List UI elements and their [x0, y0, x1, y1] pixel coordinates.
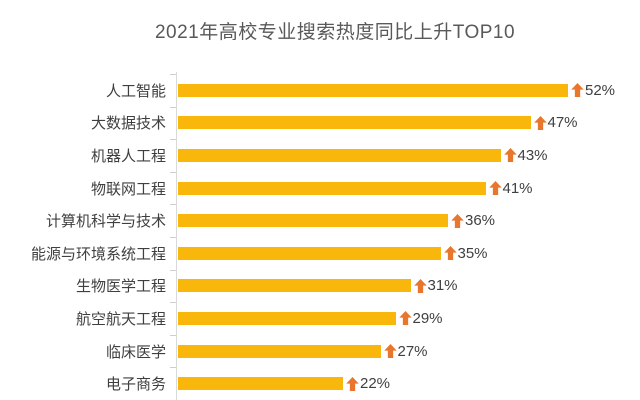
category-label: 机器人工程: [90, 147, 166, 165]
chart-title: 2021年高校专业搜索热度同比上升TOP10: [154, 22, 516, 43]
value-label: 22%: [360, 375, 391, 393]
bar-row: 人工智能 52%: [0, 74, 640, 107]
value-bar: [178, 311, 396, 325]
tick-mark: [170, 269, 176, 271]
tick-mark: [170, 334, 176, 336]
bar-row: 电子商务 22%: [0, 367, 640, 400]
tick-mark: [170, 302, 176, 304]
value-bar: [178, 279, 411, 293]
category-label: 人工智能: [105, 82, 166, 100]
bar-row: 临床医学 27%: [0, 335, 640, 368]
bar-row: 能源与环境系统工程 35%: [0, 237, 640, 270]
value-bar: [178, 181, 486, 195]
category-label: 计算机科学与技术: [45, 213, 166, 231]
category-label: 生物医学工程: [75, 278, 166, 296]
value-label: 35%: [457, 244, 488, 262]
up-arrow-icon: [443, 246, 457, 261]
category-label: 电子商务: [105, 376, 166, 394]
value-label: 47%: [547, 114, 578, 132]
value-bar: [178, 344, 381, 358]
up-arrow-icon: [346, 376, 359, 391]
tick-mark: [170, 367, 176, 369]
bar-row: 物联网工程 41%: [0, 172, 640, 205]
bar-row: 生物医学工程 31%: [0, 270, 640, 303]
value-label: 31%: [427, 277, 458, 295]
tick-mark: [170, 237, 176, 238]
up-arrow-icon: [503, 148, 517, 163]
value-label: 29%: [412, 309, 443, 327]
category-label: 航空航天工程: [75, 310, 166, 328]
tick-mark: [170, 204, 176, 206]
value-bar: [178, 214, 448, 228]
bar-row: 计算机科学与技术 36%: [0, 204, 640, 237]
value-bar: [178, 116, 531, 130]
value-label: 52%: [585, 81, 616, 99]
category-label: 大数据技术: [90, 115, 166, 133]
up-arrow-icon: [488, 181, 502, 196]
value-bar: [178, 377, 343, 391]
up-arrow-icon: [383, 344, 397, 359]
category-label: 临床医学: [105, 343, 166, 361]
value-label: 41%: [502, 179, 533, 197]
up-arrow-icon: [398, 311, 412, 326]
up-arrow-icon: [413, 278, 427, 293]
bar-row: 航空航天工程 29%: [0, 302, 640, 335]
up-arrow-icon: [451, 213, 464, 228]
value-bar: [178, 148, 501, 162]
tick-mark: [170, 139, 176, 141]
bar-row: 机器人工程 43%: [0, 139, 640, 172]
bar-rows: 人工智能 52% 大数据技术 47% 机器人工程 43% 物联网工程 41% 计算机科学与技术 3…: [0, 74, 640, 400]
tick-mark: [170, 74, 176, 75]
up-arrow-icon: [533, 115, 547, 130]
value-label: 27%: [397, 342, 428, 360]
tick-mark: [170, 106, 176, 108]
value-bar: [178, 83, 568, 97]
y-axis-line: [176, 72, 177, 400]
value-label: 43%: [517, 146, 548, 164]
tick-mark: [170, 171, 176, 173]
value-label: 36%: [465, 212, 496, 230]
category-label: 物联网工程: [90, 180, 166, 198]
value-bar: [178, 246, 441, 260]
up-arrow-icon: [571, 83, 584, 98]
bar-row: 大数据技术 47%: [0, 107, 640, 140]
category-label: 能源与环境系统工程: [30, 245, 166, 263]
